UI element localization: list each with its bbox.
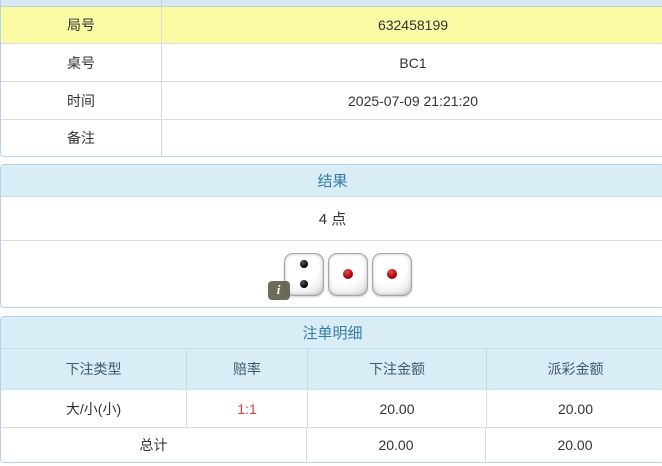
col-header-bet-amount: 下注金额	[308, 349, 487, 389]
die-pip	[299, 260, 308, 269]
cropped-header-row	[1, 0, 662, 7]
die-pip	[342, 269, 353, 279]
table-id-value: BC1	[399, 54, 427, 71]
round-id-label: 局号	[1, 7, 162, 43]
table-id-row: 桌号 BC1	[1, 44, 662, 82]
die-1	[371, 252, 412, 296]
col-header-bet-type: 下注类型	[1, 349, 187, 389]
result-panel-title: 结果	[1, 165, 662, 197]
time-label: 时间	[1, 82, 162, 119]
round-info-panel: 局号 632458199 桌号 BC1 时间 2025-07-09 21:21:…	[0, 0, 662, 157]
die-pip	[386, 269, 397, 279]
result-panel: 结果 4 点 i	[0, 164, 662, 308]
bet-type-cell: 大/小(小)	[1, 390, 187, 427]
info-icon[interactable]: i	[267, 280, 290, 300]
cropped-value-cell	[162, 0, 662, 6]
table-id-label: 桌号	[1, 44, 162, 81]
cropped-label-cell	[1, 0, 162, 6]
total-bet-amount: 20.00	[307, 428, 486, 462]
bet-amount-cell: 20.00	[308, 390, 487, 427]
col-header-odds: 赔率	[187, 349, 308, 389]
bet-row: 大/小(小) 1:1 20.00 20.00	[1, 390, 662, 428]
die-1	[327, 252, 368, 296]
points-text: 4 点	[318, 211, 347, 228]
remark-label: 备注	[1, 120, 162, 156]
round-id-row: 局号 632458199	[1, 7, 662, 44]
total-payout: 20.00	[557, 437, 593, 453]
bet-details-panel: 注单明细 下注类型 赔率 下注金额 派彩金额 大/小(小) 1:1 20.00 …	[0, 316, 662, 463]
round-id-value: 632458199	[377, 17, 449, 33]
dice-group: i	[267, 252, 412, 300]
total-label: 总计	[1, 428, 307, 462]
die-pip	[299, 279, 308, 288]
dice-row: i	[1, 241, 662, 307]
bet-details-title: 注单明细	[1, 317, 662, 349]
die-2	[283, 252, 324, 296]
remark-row: 备注	[1, 120, 662, 156]
odds-cell: 1:1	[187, 390, 308, 427]
time-value: 2025-07-09 21:21:20	[348, 92, 478, 109]
points-row: 4 点	[1, 197, 662, 241]
time-row: 时间 2025-07-09 21:21:20	[1, 82, 662, 120]
bets-header-row: 下注类型 赔率 下注金额 派彩金额	[1, 349, 662, 390]
col-header-payout: 派彩金额	[547, 361, 604, 377]
total-row: 总计 20.00 20.00	[1, 428, 662, 462]
payout-cell: 20.00	[557, 400, 594, 417]
